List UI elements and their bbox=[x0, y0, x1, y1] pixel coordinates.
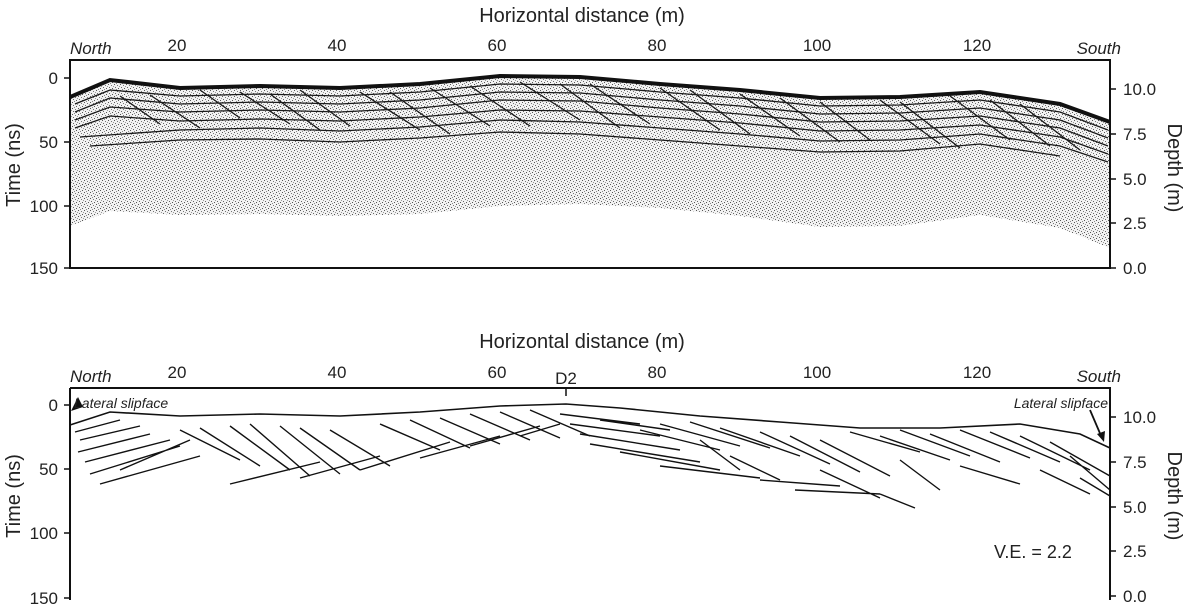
bottom-y-left-title: Time (ns) bbox=[3, 454, 25, 538]
bottom-x-tick-80: 80 bbox=[648, 363, 667, 382]
top-depth-tick-2-5: 2.5 bbox=[1123, 214, 1147, 233]
bottom-y-tick-100: 100 bbox=[30, 524, 58, 543]
bottom-left-ticks: 0 50 100 150 bbox=[30, 396, 70, 606]
top-radargram-speckle bbox=[70, 76, 1110, 248]
bottom-x-tick-40: 40 bbox=[328, 363, 347, 382]
bottom-depth-tick-5: 5.0 bbox=[1123, 498, 1147, 517]
bottom-depth-tick-2-5: 2.5 bbox=[1123, 542, 1147, 561]
top-y-tick-50: 50 bbox=[39, 133, 58, 152]
top-south-label: South bbox=[1077, 39, 1121, 58]
top-x-axis-title: Horizontal distance (m) bbox=[479, 5, 685, 27]
bottom-x-tick-120: 120 bbox=[963, 363, 991, 382]
top-depth-tick-10: 10.0 bbox=[1123, 80, 1156, 99]
bottom-interpretation bbox=[69, 397, 1111, 509]
top-x-tick-20: 20 bbox=[168, 36, 187, 55]
bottom-x-tick-labels: 20 40 60 80 100 120 bbox=[168, 363, 992, 382]
top-y-left-title: Time (ns) bbox=[3, 123, 25, 207]
top-radargram bbox=[70, 73, 1110, 248]
top-x-tick-100: 100 bbox=[803, 36, 831, 55]
bottom-y-tick-0: 0 bbox=[49, 396, 58, 415]
bottom-depth-tick-10: 10.0 bbox=[1123, 408, 1156, 427]
top-surface-line bbox=[70, 73, 1110, 124]
top-panel: Horizontal distance (m) North South 20 4… bbox=[3, 5, 1185, 278]
top-depth-tick-0: 0.0 bbox=[1123, 259, 1147, 278]
top-y-tick-150: 150 bbox=[30, 259, 58, 278]
d2-marker-label: D2 bbox=[555, 369, 577, 388]
bottom-y-tick-50: 50 bbox=[39, 460, 58, 479]
bottom-surface-line bbox=[69, 403, 1111, 449]
bottom-y-right-title: Depth (m) bbox=[1163, 452, 1185, 541]
top-reflectors bbox=[74, 81, 1109, 163]
bottom-reflectors bbox=[74, 409, 1111, 509]
top-depth-tick-7-5: 7.5 bbox=[1123, 125, 1147, 144]
bottom-depth-tick-0: 0.0 bbox=[1123, 587, 1147, 606]
vertical-exaggeration-label: V.E. = 2.2 bbox=[994, 542, 1072, 562]
bottom-panel: Horizontal distance (m) North South 20 4… bbox=[3, 331, 1185, 606]
bottom-depth-tick-7-5: 7.5 bbox=[1123, 453, 1147, 472]
top-depth-tick-5: 5.0 bbox=[1123, 170, 1147, 189]
bottom-north-label: North bbox=[70, 367, 112, 386]
top-north-label: North bbox=[70, 39, 112, 58]
bottom-x-tick-60: 60 bbox=[488, 363, 507, 382]
top-left-ticks: 0 50 100 150 bbox=[30, 69, 70, 278]
bottom-south-label: South bbox=[1077, 367, 1121, 386]
bottom-right-ticks: 10.0 7.5 5.0 2.5 0.0 bbox=[1110, 408, 1156, 606]
top-x-tick-labels: 20 40 60 80 100 120 bbox=[168, 36, 992, 55]
top-x-tick-80: 80 bbox=[648, 36, 667, 55]
right-slipface-note: Lateral slipface bbox=[1014, 395, 1108, 411]
top-y-right-title: Depth (m) bbox=[1163, 124, 1185, 213]
bottom-x-axis-title: Horizontal distance (m) bbox=[479, 331, 685, 353]
top-y-tick-0: 0 bbox=[49, 69, 58, 88]
bottom-plot-frame bbox=[69, 387, 1111, 600]
bottom-y-tick-150: 150 bbox=[30, 589, 58, 606]
top-x-tick-40: 40 bbox=[328, 36, 347, 55]
top-right-ticks: 10.0 7.5 5.0 2.5 0.0 bbox=[1110, 80, 1156, 278]
top-plot-frame bbox=[69, 59, 1111, 269]
right-slipface-arrow-head bbox=[1097, 431, 1105, 442]
bottom-x-tick-20: 20 bbox=[168, 363, 187, 382]
top-y-tick-100: 100 bbox=[30, 197, 58, 216]
left-slipface-arrow bbox=[71, 397, 83, 411]
bottom-x-tick-100: 100 bbox=[803, 363, 831, 382]
top-x-tick-120: 120 bbox=[963, 36, 991, 55]
top-x-tick-60: 60 bbox=[488, 36, 507, 55]
left-slipface-note: Lateral slipface bbox=[74, 395, 168, 411]
